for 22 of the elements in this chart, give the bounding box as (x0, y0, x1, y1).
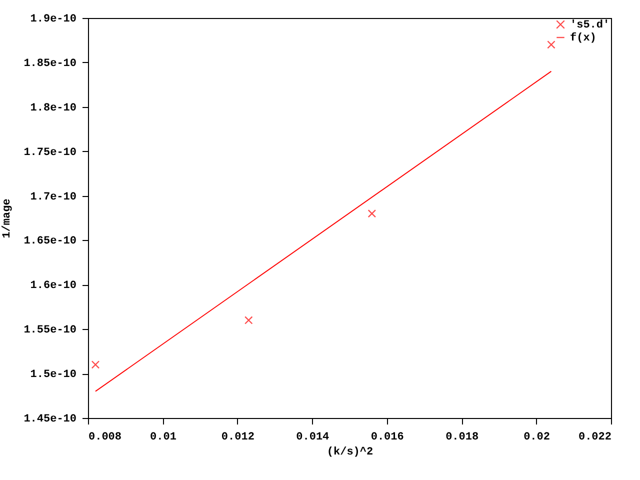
legend-label: 's5.d' (570, 20, 610, 32)
y-tick-label: 1.45e-10 (24, 414, 76, 426)
x-tick-label: 0.02 (524, 432, 550, 444)
y-tick-label: 1.65e-10 (24, 236, 76, 248)
y-axis-title: 1/mage (2, 198, 14, 238)
y-tick-label: 1.8e-10 (30, 102, 76, 114)
x-tick-label: 0.018 (446, 432, 479, 444)
x-tick-label: 0.022 (578, 432, 612, 444)
x-tick-label: 0.008 (88, 432, 122, 444)
x-tick-label: 0.01 (150, 432, 177, 444)
y-tick-label: 1.55e-10 (24, 324, 76, 337)
x-tick-label: 0.016 (370, 432, 404, 444)
legend-label: f(x) (570, 32, 596, 44)
y-tick-label: 1.75e-10 (24, 146, 76, 159)
y-tick-label: 1.5e-10 (30, 369, 76, 382)
x-axis-title: (k/s)^2 (326, 446, 374, 458)
x-tick-label: 0.012 (221, 432, 254, 444)
y-tick-label: 1.6e-10 (30, 280, 76, 292)
x-tick-label: 0.014 (296, 432, 330, 444)
y-tick-label: 1.85e-10 (24, 58, 76, 70)
y-tick-label: 1.7e-10 (30, 191, 76, 204)
y-tick-label: 1.9e-10 (30, 14, 76, 26)
